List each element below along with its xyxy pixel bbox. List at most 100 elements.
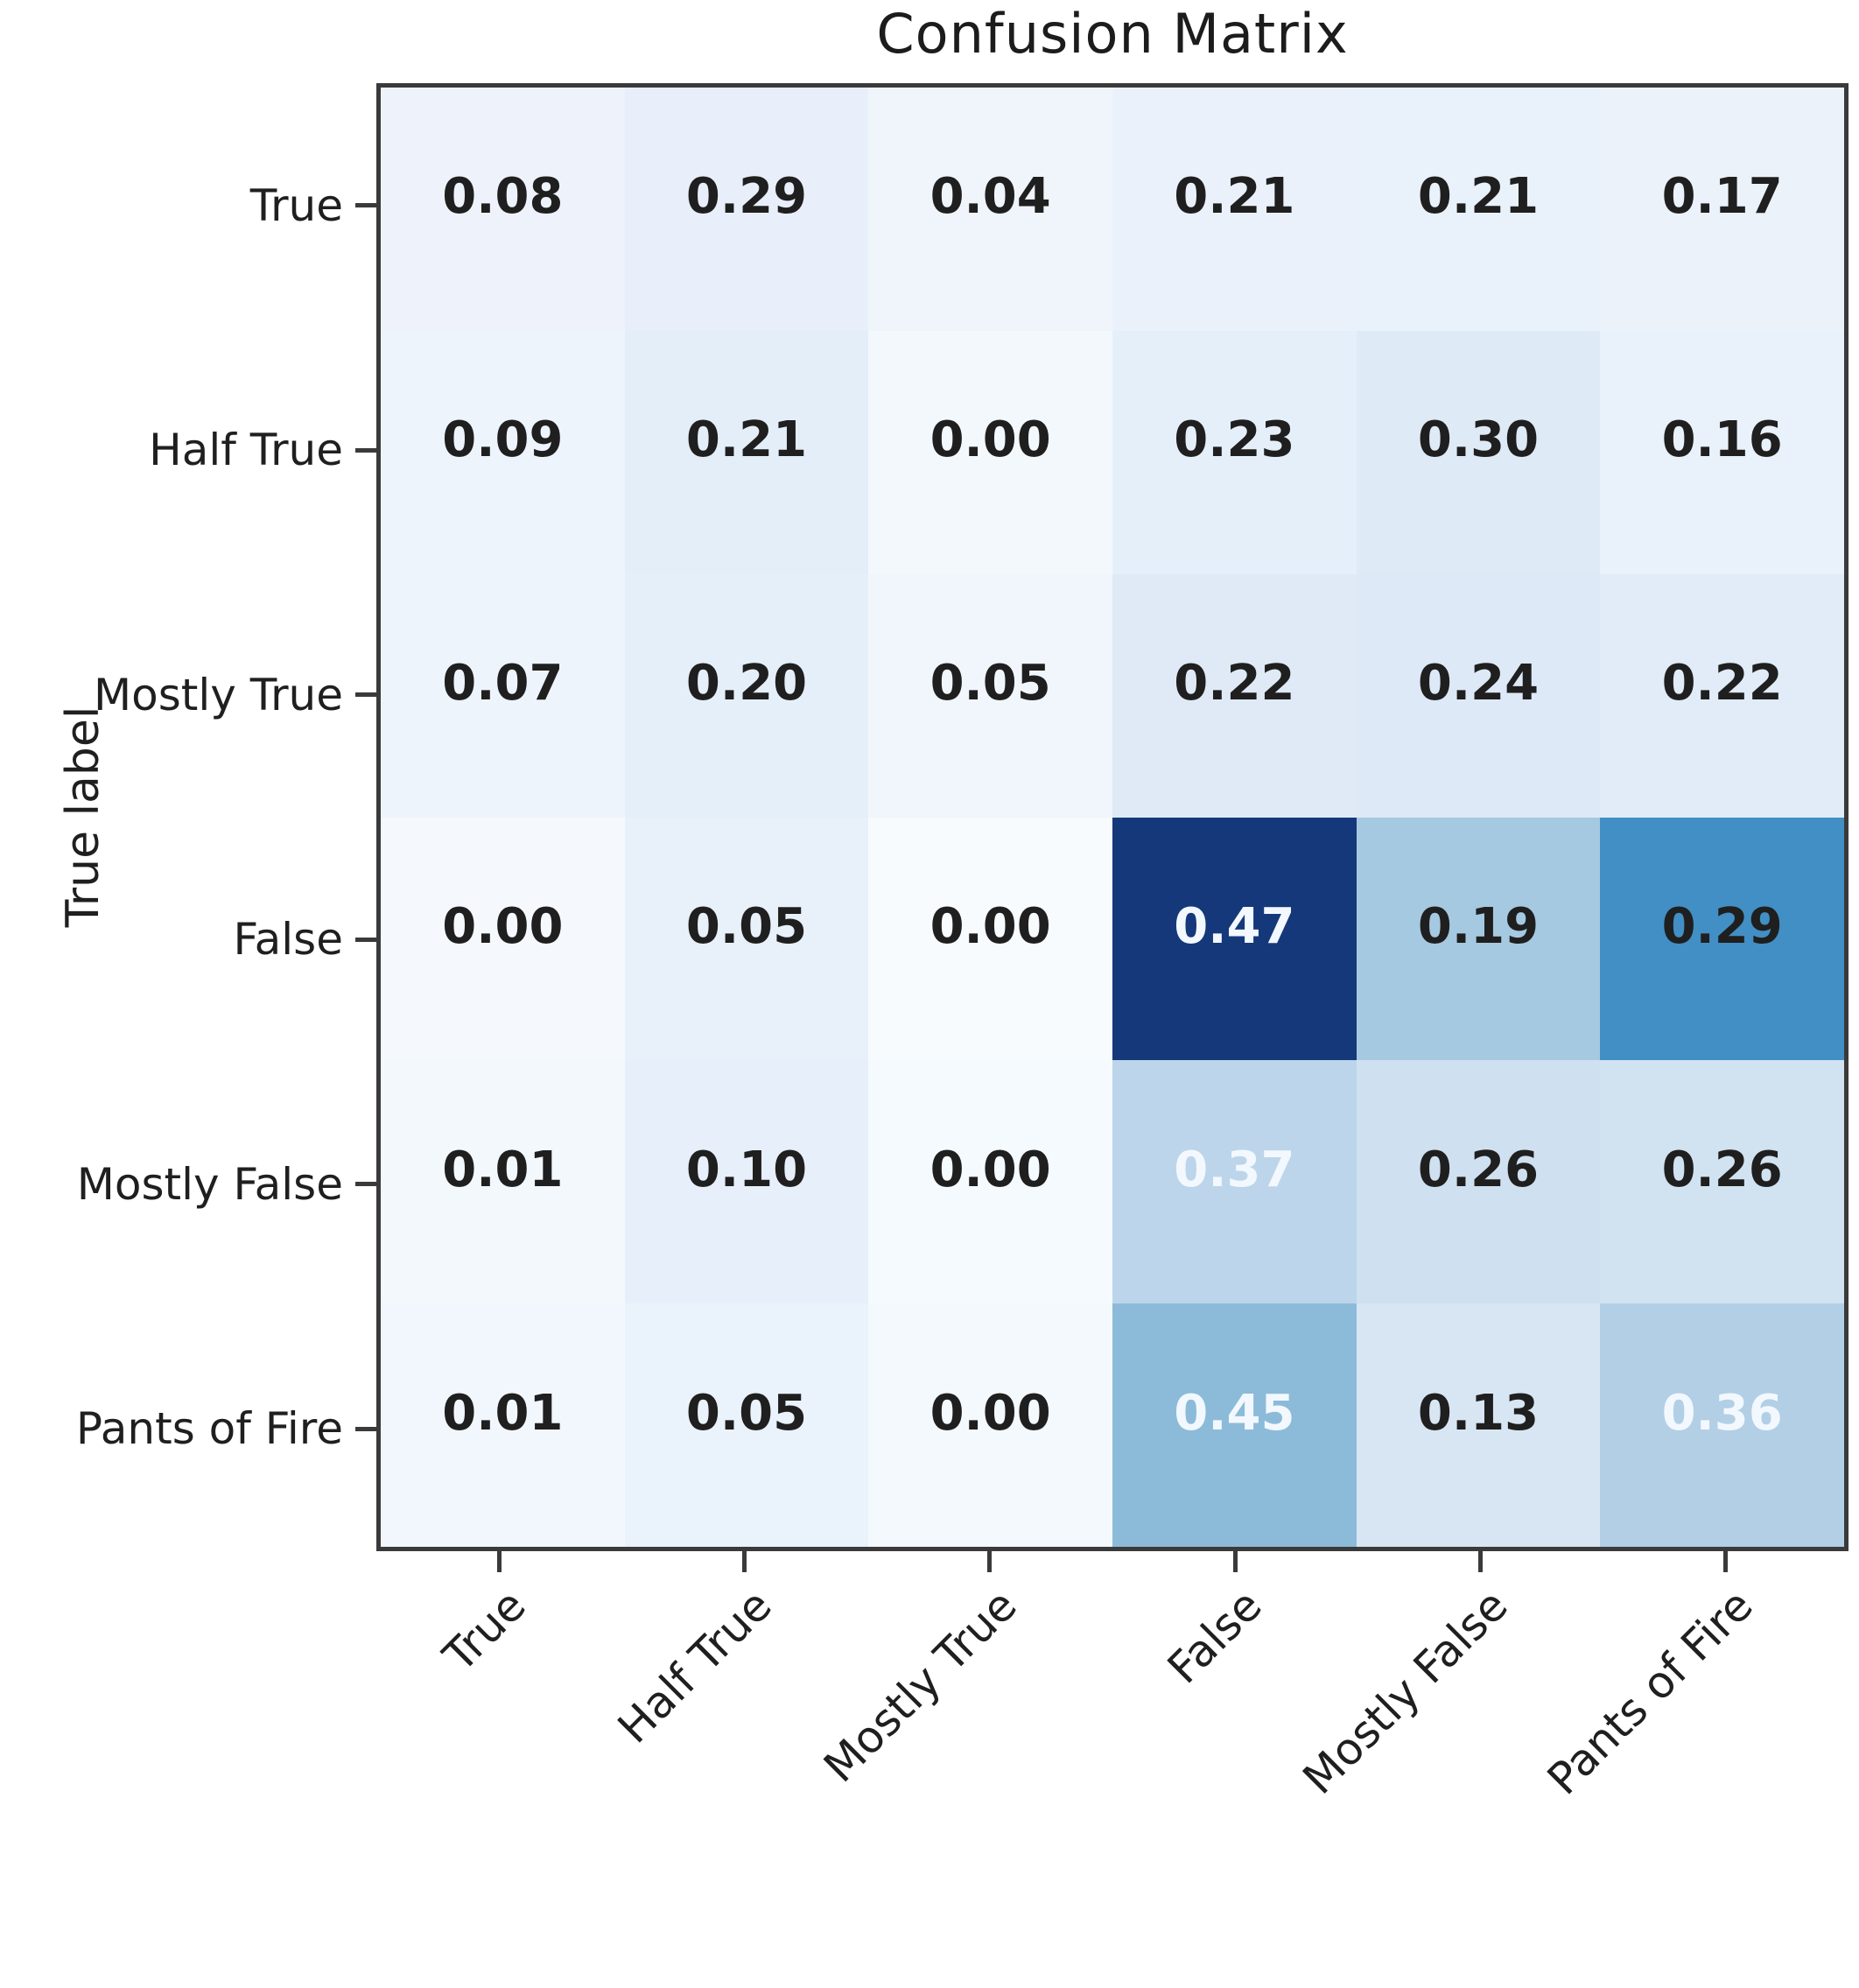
cell-value: 0.04: [930, 168, 1051, 226]
matrix-cell: 0.45: [1112, 1303, 1357, 1547]
matrix-cell: 0.01: [381, 1303, 625, 1547]
matrix-cell: 0.16: [1600, 330, 1844, 574]
cell-value: 0.29: [1661, 897, 1783, 955]
matrix-cell: 0.47: [1112, 817, 1357, 1061]
y-tick-mark: [355, 1426, 376, 1431]
chart-title: Confusion Matrix: [876, 2, 1349, 66]
y-tick-mark: [355, 937, 376, 942]
cell-value: 0.13: [1417, 1384, 1540, 1442]
matrix-cell: 0.23: [1112, 330, 1357, 574]
cell-value: 0.08: [442, 168, 564, 226]
matrix-cell: 0.13: [1356, 1303, 1601, 1547]
cell-value: 0.30: [1417, 411, 1540, 469]
matrix-cell: 0.00: [868, 1303, 1112, 1547]
x-tick-label: Half True: [607, 1579, 782, 1753]
y-tick-mark: [355, 447, 376, 453]
x-tick-label: Pants of Fire: [1537, 1579, 1763, 1805]
cell-value: 0.00: [930, 411, 1051, 469]
confusion-matrix-figure: Confusion Matrix True label 0.08 0.29 0.04…: [57, 2, 1848, 1805]
cell-value: 0.00: [930, 1141, 1051, 1198]
matrix-cell: 0.21: [1112, 88, 1357, 331]
x-tick-mark: [1232, 1551, 1238, 1572]
cell-value: 0.37: [1174, 1141, 1295, 1198]
cell-value: 0.21: [1174, 168, 1295, 226]
matrix-cell: 0.30: [1356, 330, 1601, 574]
cell-value: 0.17: [1661, 168, 1783, 226]
matrix-cell: 0.09: [381, 330, 625, 574]
y-tick-label: Mostly False: [76, 1158, 343, 1210]
cell-value: 0.26: [1417, 1141, 1540, 1198]
x-tick-mark: [1723, 1551, 1729, 1572]
cell-value: 0.47: [1174, 897, 1295, 955]
cell-value: 0.00: [930, 897, 1051, 955]
matrix-cell: 0.19: [1356, 817, 1601, 1061]
matrix-cell: 0.00: [868, 817, 1112, 1061]
matrix-cell: 0.01: [381, 1060, 625, 1304]
matrix-cell: 0.05: [624, 817, 869, 1061]
y-tick-mark: [355, 203, 376, 208]
cell-value: 0.16: [1661, 411, 1783, 469]
matrix-cell: 0.05: [624, 1303, 869, 1547]
y-tick-label: Pants of Fire: [75, 1403, 343, 1455]
matrix-cell: 0.26: [1600, 1060, 1844, 1304]
matrix-cell: 0.22: [1600, 573, 1844, 818]
cell-value: 0.05: [685, 1384, 808, 1442]
matrix-cell: 0.24: [1356, 573, 1601, 818]
x-tick-label: False: [1158, 1579, 1272, 1694]
cell-value: 0.45: [1174, 1384, 1295, 1442]
cell-value: 0.09: [442, 411, 564, 469]
matrix-cell: 0.00: [868, 1060, 1112, 1304]
matrix-cell: 0.26: [1356, 1060, 1601, 1304]
matrix-cell: 0.00: [381, 817, 625, 1061]
y-tick-label: Mostly True: [94, 669, 343, 720]
matrix-cell: 0.37: [1112, 1060, 1357, 1304]
matrix-cell: 0.29: [1600, 817, 1844, 1061]
cell-value: 0.07: [442, 655, 564, 713]
cell-value: 0.01: [442, 1141, 564, 1198]
cell-value: 0.22: [1661, 655, 1783, 713]
matrix-cell: 0.21: [1356, 88, 1601, 331]
cell-value: 0.23: [1174, 411, 1295, 469]
matrix-cell: 0.08: [381, 88, 625, 331]
cell-value: 0.24: [1417, 655, 1540, 713]
heatmap-plot-area: 0.08 0.29 0.04 0.21 0.21 0.17 0.09 0.21 0.00 0.23…: [376, 83, 1848, 1551]
x-tick-label: True: [433, 1579, 536, 1682]
cell-value: 0.19: [1417, 897, 1540, 955]
x-tick-label: Mostly True: [814, 1579, 1027, 1793]
matrix-cell: 0.10: [624, 1060, 869, 1304]
cell-value: 0.05: [685, 897, 808, 955]
cell-value: 0.01: [442, 1384, 564, 1442]
y-tick-mark: [355, 692, 376, 698]
x-tick-label: Mostly False: [1293, 1579, 1518, 1804]
x-tick-mark: [742, 1551, 747, 1572]
y-tick-label: True: [249, 179, 343, 231]
cell-value: 0.26: [1661, 1141, 1783, 1198]
y-tick-mark: [355, 1182, 376, 1187]
cell-value: 0.00: [442, 897, 564, 955]
matrix-cell: 0.17: [1600, 88, 1844, 331]
y-tick-label: False: [233, 914, 343, 966]
x-tick-mark: [1478, 1551, 1483, 1572]
x-tick-mark: [987, 1551, 993, 1572]
y-axis-label: True label: [57, 706, 109, 928]
cell-value: 0.36: [1661, 1384, 1783, 1442]
matrix-cell: 0.36: [1600, 1303, 1844, 1547]
cell-value: 0.05: [930, 655, 1051, 713]
cell-value: 0.21: [1417, 168, 1540, 226]
x-tick-mark: [496, 1551, 502, 1572]
cell-value: 0.21: [685, 411, 808, 469]
matrix-cell: 0.22: [1112, 573, 1357, 818]
matrix-cell: 0.21: [624, 330, 869, 574]
cell-value: 0.22: [1174, 655, 1295, 713]
matrix-cell: 0.05: [868, 573, 1112, 818]
matrix-cell: 0.04: [868, 88, 1112, 331]
cell-value: 0.00: [930, 1384, 1051, 1442]
cell-value: 0.29: [685, 168, 808, 226]
matrix-cell: 0.00: [868, 330, 1112, 574]
cell-value: 0.20: [685, 655, 808, 713]
matrix-cell: 0.07: [381, 573, 625, 818]
matrix-cell: 0.29: [624, 88, 869, 331]
y-tick-label: Half True: [149, 425, 343, 476]
matrix-cell: 0.20: [624, 573, 869, 818]
cell-value: 0.10: [685, 1141, 808, 1198]
